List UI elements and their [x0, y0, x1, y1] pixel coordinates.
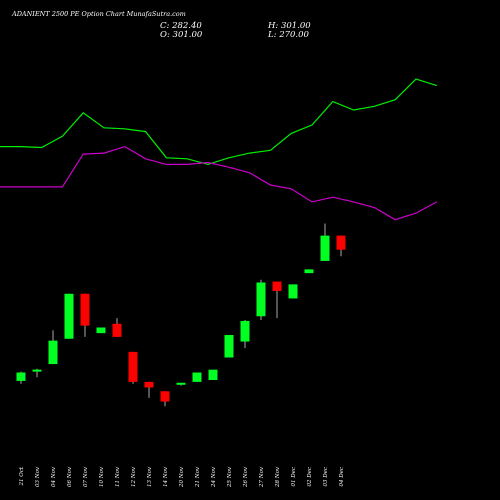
candle-up — [288, 284, 298, 299]
candle-up — [320, 235, 330, 261]
close-value: C: 282.40 — [160, 21, 202, 31]
x-tick-label: 02 Dec — [307, 467, 313, 487]
x-tick-label: 14 Nov — [163, 466, 169, 487]
overlay-line-1 — [0, 78, 437, 166]
x-tick-label: 28 Nov — [275, 466, 281, 488]
x-tick-label: 10 Nov — [99, 466, 105, 487]
candle-up — [48, 340, 58, 365]
candle-up — [176, 382, 186, 385]
x-tick-label: 07 Nov — [83, 466, 89, 487]
x-tick-label: 01 Dec — [291, 467, 297, 487]
chart-title: ADANIENT 2500 PE Option Chart MunafaSutr… — [12, 10, 186, 18]
candle-up — [224, 335, 234, 358]
candle-down — [80, 293, 90, 326]
x-tick-label: 03 Dec — [323, 467, 329, 487]
x-tick-label: 13 Nov — [147, 466, 153, 487]
x-tick-label: 21 Nov — [195, 466, 201, 488]
candle-up — [256, 282, 266, 317]
high-value: H: 301.00 — [268, 21, 311, 31]
candle-down — [272, 281, 282, 291]
candle-up — [304, 269, 314, 274]
candle-up — [32, 369, 42, 372]
x-tick-label: 03 Nov — [35, 466, 41, 487]
x-tick-label: 25 Nov — [227, 466, 233, 488]
candle-up — [16, 372, 26, 381]
candle-up — [192, 372, 202, 382]
open-value: O: 301.00 — [160, 30, 203, 40]
x-tick-label: 04 Dec — [339, 467, 345, 487]
candle-up — [96, 327, 106, 334]
candle-up — [208, 369, 218, 380]
candle-up — [64, 293, 74, 339]
overlay-line-2 — [0, 145, 438, 221]
x-tick-label: 11 Nov — [115, 466, 121, 487]
candle-down — [160, 391, 170, 402]
candle-down — [144, 381, 154, 388]
x-tick-label: 26 Nov — [243, 466, 249, 488]
x-tick-label: 24 Nov — [211, 466, 217, 488]
candle-down — [128, 351, 138, 382]
x-tick-label: 06 Nov — [67, 466, 73, 487]
x-tick-label: 21 Oct — [19, 466, 25, 486]
candle-down — [336, 235, 346, 250]
low-value: L: 270.00 — [268, 30, 309, 40]
candle-up — [240, 320, 250, 342]
candle-down — [112, 323, 122, 337]
x-tick-label: 12 Nov — [131, 466, 137, 487]
x-tick-label: 27 Nov — [259, 466, 265, 488]
x-tick-label: 20 Nov — [179, 466, 185, 488]
x-tick-label: 04 Nov — [51, 466, 57, 487]
